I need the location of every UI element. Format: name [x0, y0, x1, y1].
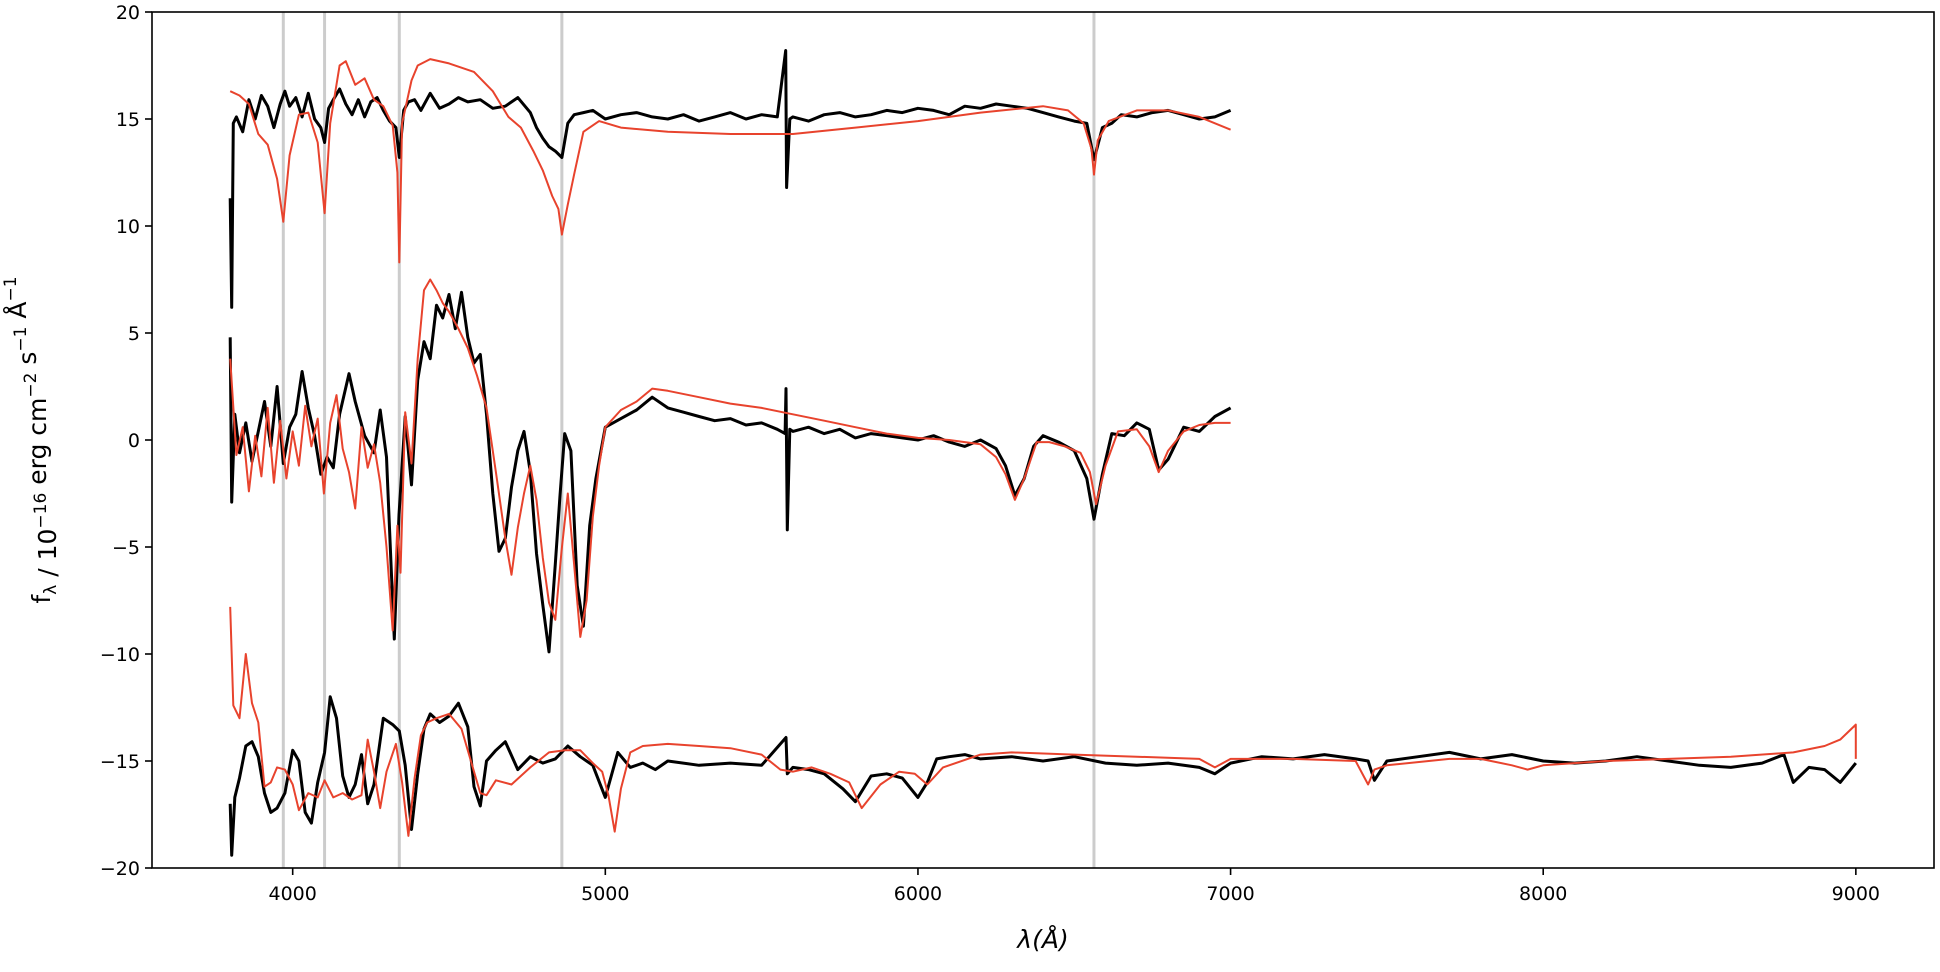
model-spectrum-middle: [229, 278, 1231, 638]
y-tick-label: −15: [100, 751, 140, 773]
x-tick-label: 5000: [581, 883, 629, 905]
y-axis-label: fλ / 10−16 erg cm−2 s−1 Å−1: [1, 276, 62, 603]
x-tick-label: 6000: [894, 883, 942, 905]
y-axis-ticks: −20 −15 −10 −5 0 5 10 15 20: [100, 2, 152, 880]
y-tick-label: 0: [128, 430, 140, 452]
y-tick-label: 20: [116, 2, 140, 24]
y-tick-label: 5: [128, 323, 140, 345]
observed-spectrum-middle: [228, 290, 1232, 654]
y-tick-label: −10: [100, 644, 140, 666]
x-axis-label: λ(Å): [1015, 925, 1068, 954]
x-tick-label: 7000: [1206, 883, 1254, 905]
model-spectrum-bottom: [229, 606, 1857, 837]
x-tick-label: 8000: [1519, 883, 1567, 905]
x-axis-ticks: 4000 5000 6000 7000 8000 9000: [269, 868, 1880, 905]
y-tick-label: −5: [112, 537, 140, 559]
observed-spectrum-top: [228, 49, 1232, 309]
y-tick-label: 10: [116, 216, 140, 238]
x-tick-label: 4000: [269, 883, 317, 905]
spectra-series: [228, 49, 1857, 857]
x-tick-label: 9000: [1832, 883, 1880, 905]
observed-spectrum-bottom: [228, 695, 1857, 857]
model-spectrum-top: [229, 58, 1231, 264]
y-tick-label: 15: [116, 109, 140, 131]
y-tick-label: −20: [100, 858, 140, 880]
